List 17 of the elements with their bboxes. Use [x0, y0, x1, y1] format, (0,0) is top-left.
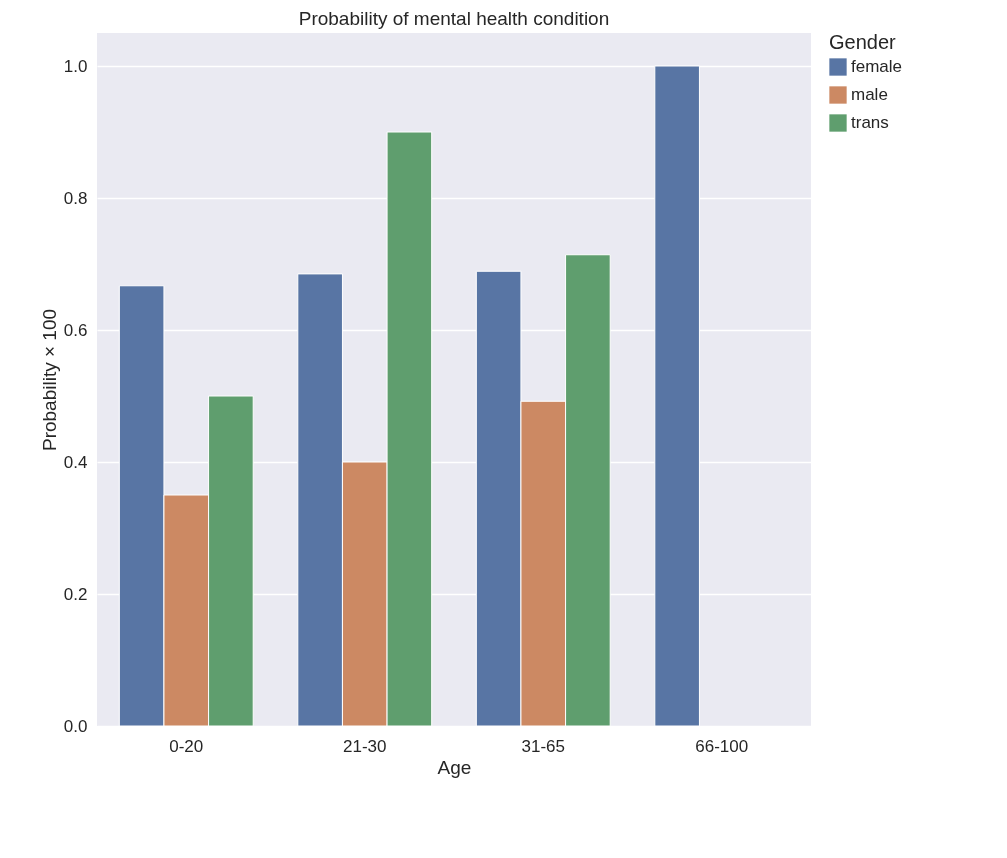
- y-tick-label: 1.0: [63, 56, 88, 76]
- y-tick-label: 0.8: [63, 188, 88, 208]
- x-tick-label: 0-20: [169, 736, 204, 756]
- chart-title: Probability of mental health condition: [298, 8, 610, 29]
- legend-label: female: [851, 57, 903, 76]
- y-tick-label: 0.2: [63, 584, 88, 604]
- legend-title: Gender: [829, 31, 897, 53]
- legend-label: trans: [851, 113, 889, 132]
- x-tick-label: 31-65: [521, 736, 565, 756]
- x-axis-title: Age: [437, 756, 472, 778]
- y-tick-label: 0.0: [63, 716, 88, 736]
- x-tick-label: 21-30: [343, 736, 387, 756]
- y-tick-label: 0.4: [63, 452, 88, 472]
- x-tick-label: 66-100: [695, 736, 749, 756]
- y-axis-title: Probability × 100: [38, 308, 60, 452]
- legend-label: male: [851, 85, 888, 104]
- y-tick-label: 0.6: [63, 320, 88, 340]
